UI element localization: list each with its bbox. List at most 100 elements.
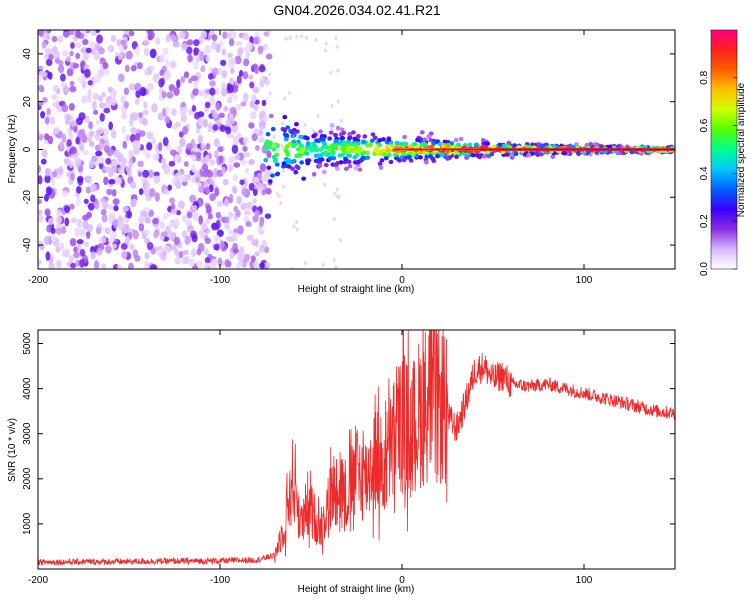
spectrogram-cell — [534, 151, 540, 156]
spectrogram-cell — [101, 237, 107, 243]
spectrogram-cell — [211, 34, 218, 42]
spectrogram-cell — [61, 104, 69, 113]
spectrogram-cell — [160, 252, 167, 261]
spectrogram-x-tick-label: 100 — [576, 275, 593, 286]
spectrogram-cell — [204, 187, 211, 194]
spectrogram-cell — [242, 71, 249, 80]
spectrogram-cell — [46, 48, 54, 54]
spectrogram-cell — [88, 121, 93, 130]
colorbar-tick-label: 0.4 — [699, 166, 710, 180]
spectrogram-cell — [88, 130, 95, 137]
spectrogram-cell — [116, 264, 122, 269]
spectrogram-cell — [362, 134, 368, 139]
spectrogram-cell — [191, 234, 198, 243]
spectrogram-cell — [192, 211, 200, 222]
snr-y-tick-label: 4000 — [22, 377, 33, 400]
spectrogram-cell — [214, 87, 220, 96]
spectrogram-cell — [200, 157, 207, 165]
spectrogram-cell — [453, 137, 459, 143]
spectrogram-cell — [454, 154, 459, 160]
spectrogram-cell — [44, 174, 51, 184]
spectrogram-cell — [253, 103, 259, 112]
spectrogram-cell — [197, 117, 204, 127]
spectrogram-cell — [360, 139, 366, 144]
spectrogram-cell — [330, 103, 334, 108]
spectrogram-cell — [134, 98, 140, 105]
spectrogram-cell — [253, 260, 260, 269]
snr-panel: -200 -100 0 100 1000 2000 3000 4000 5000 Height … — [7, 329, 676, 595]
spectrogram-cell — [330, 126, 334, 131]
spectrogram-cell — [232, 187, 238, 194]
spectrogram-cell — [191, 105, 197, 112]
spectrogram-cell — [253, 238, 259, 248]
spectrogram-cell — [38, 30, 44, 37]
spectrogram-cell — [246, 234, 254, 241]
spectrogram-cell — [146, 131, 154, 140]
spectrogram-cell — [111, 130, 117, 139]
spectrogram-cell — [313, 147, 319, 153]
spectrogram-x-tick-label: -200 — [28, 275, 48, 286]
spectrogram-cell — [69, 238, 77, 247]
spectrogram-cell — [167, 184, 173, 191]
spectrogram-cell — [101, 91, 106, 98]
spectrogram-cell — [82, 51, 90, 61]
spectrogram-cell — [218, 155, 224, 164]
spectrogram-cell — [117, 52, 123, 61]
spectrogram-cell — [374, 150, 380, 155]
spectrogram-cell — [232, 135, 238, 141]
spectrogram-cell — [254, 209, 261, 217]
spectrogram-cell — [41, 149, 48, 159]
spectrogram-y-tick-label: 20 — [22, 96, 33, 108]
spectrogram-cell — [118, 73, 125, 83]
spectrogram-cell — [182, 106, 189, 113]
spectrogram-cell — [157, 112, 164, 121]
spectrogram-cell — [144, 260, 149, 269]
spectrogram-cell — [151, 103, 158, 113]
spectrogram-cell — [319, 157, 325, 162]
spectrogram-cell — [173, 218, 180, 227]
spectrogram-cell — [98, 142, 104, 151]
spectrogram-cell — [212, 124, 219, 131]
spectrogram-cell — [108, 203, 113, 210]
spectrogram-cell — [360, 151, 365, 156]
spectrogram-cell — [402, 141, 408, 147]
spectrogram-cell — [153, 171, 160, 177]
spectrogram-cell — [204, 257, 210, 264]
spectrogram-cell — [110, 231, 118, 240]
spectrogram-cell — [259, 163, 266, 172]
spectrogram-cell — [84, 175, 92, 182]
spectrogram-cell — [104, 101, 112, 110]
spectrogram-cell — [85, 186, 91, 194]
spectrogram-cell — [147, 83, 154, 92]
spectrogram-cell — [386, 137, 392, 142]
colorbar-tick-label: 0.8 — [699, 70, 710, 84]
spectrogram-cell — [420, 142, 426, 147]
spectrogram-cell — [250, 255, 256, 262]
spectrogram-cell — [261, 189, 267, 196]
spectrogram-cell — [199, 51, 205, 62]
spectrogram-cell — [266, 150, 272, 159]
spectrogram-cell — [324, 41, 328, 46]
spectrogram-cell — [149, 264, 157, 269]
spectrogram-cell — [42, 97, 48, 103]
spectrogram-cell — [106, 188, 113, 196]
spectrogram-cell — [162, 47, 169, 56]
spectrogram-cell — [178, 131, 184, 138]
spectrogram-cell — [253, 36, 259, 45]
spectrogram-cell — [103, 176, 109, 186]
spectrogram-cell — [394, 140, 400, 146]
spectrogram-cell — [506, 140, 512, 146]
spectrogram-cell — [111, 189, 117, 197]
spectrogram-cell — [48, 256, 54, 266]
spectrogram-cell — [88, 40, 96, 50]
spectrogram-x-tick-label: -100 — [210, 275, 230, 286]
spectrogram-cell — [61, 133, 67, 143]
spectrogram-cell — [288, 35, 292, 40]
spectrogram-cell — [87, 89, 92, 99]
spectrogram-cell — [77, 75, 85, 84]
spectrogram-cell — [142, 117, 148, 126]
spectrogram-cell — [211, 40, 217, 50]
spectrogram-cell — [332, 258, 336, 263]
spectrogram-cell — [270, 173, 275, 178]
